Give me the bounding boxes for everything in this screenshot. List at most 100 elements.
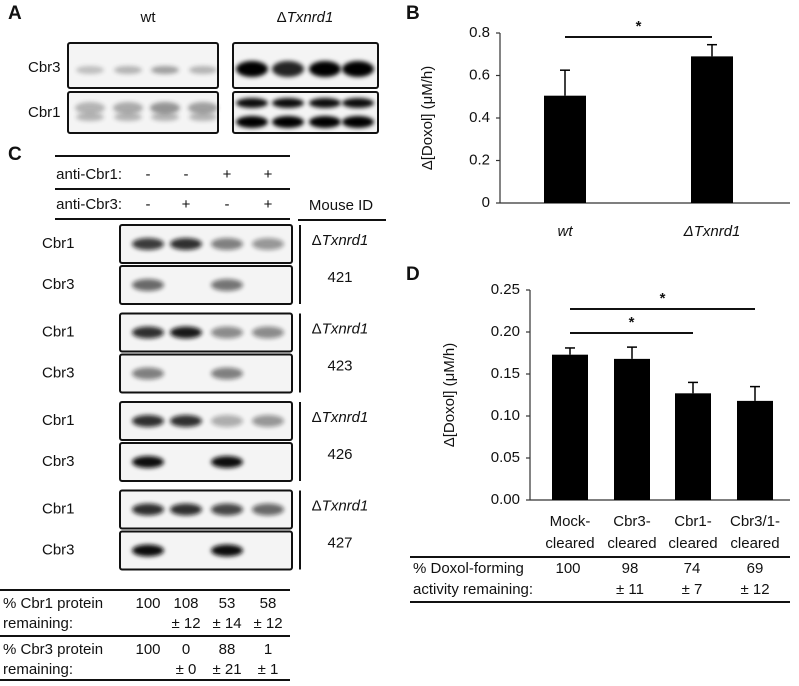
blot: [119, 489, 293, 530]
genotype-label: ΔTxnrd1: [312, 320, 369, 337]
band: [189, 66, 217, 74]
genotype-label-part: Txnrd1: [322, 232, 369, 249]
row-label: Cbr3: [28, 59, 61, 76]
table-label: % Cbr1 protein: [3, 595, 103, 612]
table-value: 98: [622, 560, 639, 577]
table-error: ± 0: [176, 661, 197, 678]
band: [132, 503, 164, 516]
band: [252, 503, 284, 516]
band: [132, 415, 164, 427]
band: [76, 113, 104, 121]
band: [211, 503, 243, 516]
table-error: ± 12: [253, 615, 282, 632]
blot: [119, 224, 293, 264]
blot: [67, 42, 219, 89]
group-label: ΔTxnrd1: [277, 9, 334, 26]
significance-label: *: [660, 290, 666, 307]
band: [272, 98, 304, 108]
panel-label: A: [8, 3, 22, 24]
genotype-label-part: Δ: [312, 320, 322, 337]
x-tick-label: ΔTxnrd1: [683, 223, 741, 240]
table-error: ± 12: [171, 615, 200, 632]
table-value: 88: [219, 641, 236, 658]
table-label: % Cbr3 protein: [3, 641, 103, 658]
y-tick-label: 0.2: [469, 151, 490, 168]
band: [114, 113, 142, 121]
y-axis-label: Δ[Doxol] (μM/h): [441, 343, 458, 448]
band: [211, 367, 243, 380]
bar: [675, 393, 711, 500]
bar: [552, 354, 588, 500]
table-label: remaining:: [3, 615, 73, 632]
table-error: ± 7: [682, 581, 703, 598]
mouse-header: Mouse ID: [309, 197, 373, 214]
band: [211, 456, 243, 468]
band: [272, 61, 304, 77]
condition-mark: +: [264, 166, 273, 183]
panel-label: C: [8, 144, 22, 165]
blot: [119, 312, 293, 353]
band: [76, 66, 104, 74]
table-value: 100: [135, 595, 160, 612]
blot: [119, 401, 293, 441]
band: [113, 102, 143, 114]
row-label: Cbr3: [42, 541, 75, 558]
band: [189, 113, 217, 121]
band: [170, 503, 202, 516]
blot: [232, 91, 379, 134]
band: [114, 66, 142, 74]
group-label-part: wt: [140, 9, 157, 26]
blot: [232, 42, 379, 89]
band: [150, 102, 180, 114]
band: [132, 326, 164, 339]
table-value: 69: [747, 560, 764, 577]
group-label-part: Txnrd1: [287, 9, 334, 26]
genotype-label-part: Txnrd1: [322, 497, 369, 514]
y-axis-label: Δ[Doxol] (μM/h): [419, 66, 436, 171]
condition-label: anti-Cbr3:: [56, 196, 122, 213]
bar: [544, 95, 586, 203]
x-tick-label: Cbr1-: [674, 513, 712, 530]
y-tick-label: 0.05: [491, 449, 520, 466]
band: [272, 116, 304, 128]
x-tick-label: Cbr3-: [613, 513, 651, 530]
condition-mark: -: [146, 166, 151, 183]
band: [211, 415, 243, 427]
condition-mark: +: [223, 166, 232, 183]
condition-mark: +: [264, 196, 273, 213]
band: [236, 116, 268, 128]
table-value: 53: [219, 595, 236, 612]
band: [211, 238, 243, 250]
genotype-label-part: Δ: [312, 497, 322, 514]
band: [170, 326, 202, 339]
panel-label: B: [406, 3, 420, 24]
significance-label: *: [636, 18, 642, 35]
table-error: ± 1: [258, 661, 279, 678]
genotype-label-part: Δ: [312, 409, 322, 426]
band: [132, 279, 164, 291]
blot: [119, 530, 293, 571]
mouse-id: 427: [327, 534, 352, 551]
band: [132, 367, 164, 380]
band: [236, 61, 268, 77]
band: [188, 102, 218, 114]
y-tick-label: 0.25: [491, 281, 520, 298]
bar: [691, 56, 733, 203]
y-tick-label: 0.4: [469, 109, 490, 126]
condition-label: anti-Cbr1:: [56, 166, 122, 183]
x-tick-label: Mock-: [550, 513, 591, 530]
table-label: % Doxol-forming: [413, 560, 524, 577]
x-tick-label: wt: [558, 223, 574, 240]
row-label: Cbr3: [42, 453, 75, 470]
band: [170, 415, 202, 427]
table-value: 100: [555, 560, 580, 577]
band: [309, 116, 341, 128]
table-label: activity remaining:: [413, 581, 533, 598]
condition-mark: -: [146, 196, 151, 213]
row-label: Cbr1: [42, 500, 75, 517]
genotype-label-part: Txnrd1: [322, 320, 369, 337]
row-label: Cbr1: [42, 235, 75, 252]
table-error: ± 12: [740, 581, 769, 598]
y-tick-label: 0.00: [491, 491, 520, 508]
